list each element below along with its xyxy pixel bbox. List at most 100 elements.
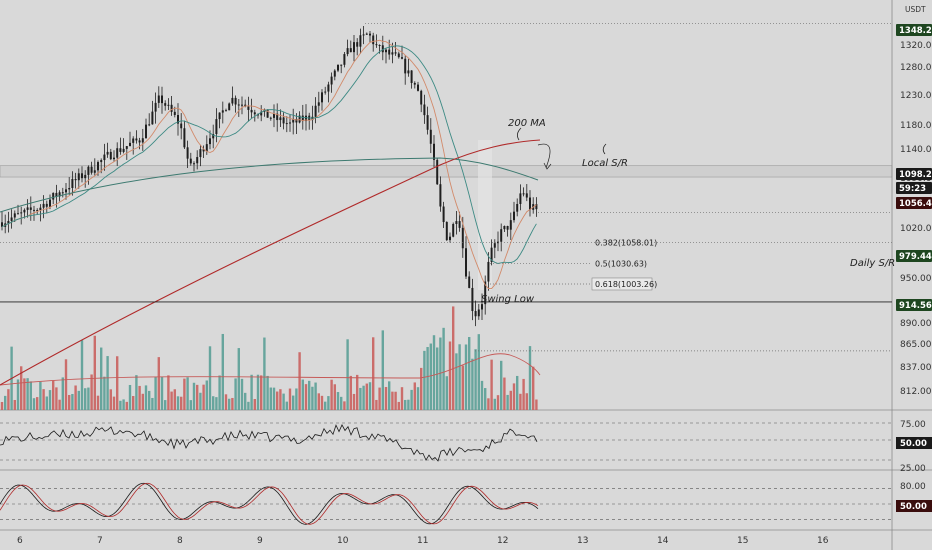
candle-body <box>10 217 13 221</box>
volume-bar <box>269 387 272 410</box>
candle-body <box>189 158 192 164</box>
x-tick-label: 6 <box>17 536 23 546</box>
volume-bar <box>519 393 522 410</box>
volume-bar <box>116 356 119 410</box>
candle-body <box>33 209 35 211</box>
price-tag <box>896 182 932 194</box>
candle-body <box>337 64 339 71</box>
candle-body <box>269 117 272 119</box>
candle-body <box>13 213 16 218</box>
candle-body <box>93 170 96 173</box>
candle-body <box>324 91 327 93</box>
candle-body <box>506 226 509 230</box>
price-tag-label: 1056.44 <box>899 199 932 209</box>
volume-bar <box>349 375 352 410</box>
stoch-tick-label: 80.00 <box>900 482 926 492</box>
candle-body <box>455 221 458 224</box>
volume-bar <box>368 382 372 410</box>
volume-bar <box>391 391 394 410</box>
candle-body <box>413 82 416 85</box>
ma-long-line <box>0 157 539 213</box>
volume-bar <box>112 396 116 410</box>
volume-bar <box>39 381 42 410</box>
candle-body <box>519 193 522 204</box>
fib-label-box <box>591 277 653 291</box>
price-tag <box>896 299 932 311</box>
candle-body <box>23 209 26 213</box>
volume-bar <box>442 327 445 410</box>
candle-body <box>273 113 275 118</box>
price-tag-label: 979.44 <box>899 252 932 262</box>
candle-body <box>129 142 131 147</box>
price-tag-label: 914.56 <box>899 301 932 311</box>
volume-bar <box>64 359 68 410</box>
candle-body <box>209 138 211 145</box>
fib-label: 0.382(1058.01) <box>595 239 657 248</box>
y-tick-label: 1180.00 <box>900 121 932 131</box>
candle-body <box>17 213 19 215</box>
candle-body <box>84 174 87 179</box>
volume-bar <box>167 375 170 410</box>
volume-bar <box>132 396 135 410</box>
volume-bar <box>154 376 157 410</box>
y-tick-label: 837.00 <box>900 363 932 373</box>
candle-body <box>109 151 112 160</box>
volume-bar <box>346 339 349 410</box>
candle-body <box>253 112 256 115</box>
candle-body <box>397 53 400 58</box>
volume-bar <box>317 393 320 410</box>
volume-bar <box>336 392 340 410</box>
candle-body <box>509 220 512 230</box>
price-tag <box>896 168 932 180</box>
volume-bar <box>228 398 231 410</box>
candle-body <box>279 117 282 121</box>
candle-body <box>375 44 378 46</box>
candle-body <box>20 212 23 214</box>
candle-body <box>241 104 243 106</box>
volume-bar <box>381 330 384 410</box>
candle-body <box>298 115 301 123</box>
candle-body <box>228 103 231 111</box>
x-tick-label: 7 <box>97 536 103 546</box>
candle-body <box>359 35 362 47</box>
volume-bar <box>205 380 208 410</box>
candle-body <box>215 119 218 134</box>
candle-body <box>276 113 279 121</box>
volume-bar <box>208 346 212 410</box>
candle-body <box>468 276 471 288</box>
volume-bar <box>480 380 484 410</box>
candle-body <box>353 42 355 53</box>
volume-bar <box>455 353 458 410</box>
candle-body <box>1 222 3 227</box>
volume-bar <box>189 400 192 410</box>
volume-bar <box>407 399 410 410</box>
volume-bar <box>327 396 330 410</box>
volume-bar <box>493 398 496 410</box>
annotation-200-ma: 200 MA <box>508 118 546 129</box>
volume-bar <box>445 376 448 410</box>
volume-bar <box>32 398 36 410</box>
candle-body <box>145 124 147 139</box>
candle-body <box>436 159 439 185</box>
rsi-tick-label: 25.00 <box>900 464 926 474</box>
candle-body <box>529 197 531 210</box>
candle-body <box>378 44 381 46</box>
volume-bar <box>93 335 96 410</box>
candle-body <box>442 206 445 223</box>
volume-bar <box>266 375 269 410</box>
candle-body <box>100 160 103 163</box>
candle-body <box>164 103 167 106</box>
candle-body <box>369 33 371 36</box>
volume-bar <box>429 343 432 410</box>
candle-body <box>138 140 141 143</box>
candle-body <box>407 70 410 74</box>
candle-body <box>71 178 74 189</box>
volume-bar <box>180 396 183 410</box>
candle-body <box>212 133 215 139</box>
volume-bar <box>119 400 122 410</box>
candle-body <box>173 111 176 115</box>
candle-body <box>103 154 106 161</box>
candle-body <box>250 109 253 113</box>
candle-body <box>36 210 39 212</box>
